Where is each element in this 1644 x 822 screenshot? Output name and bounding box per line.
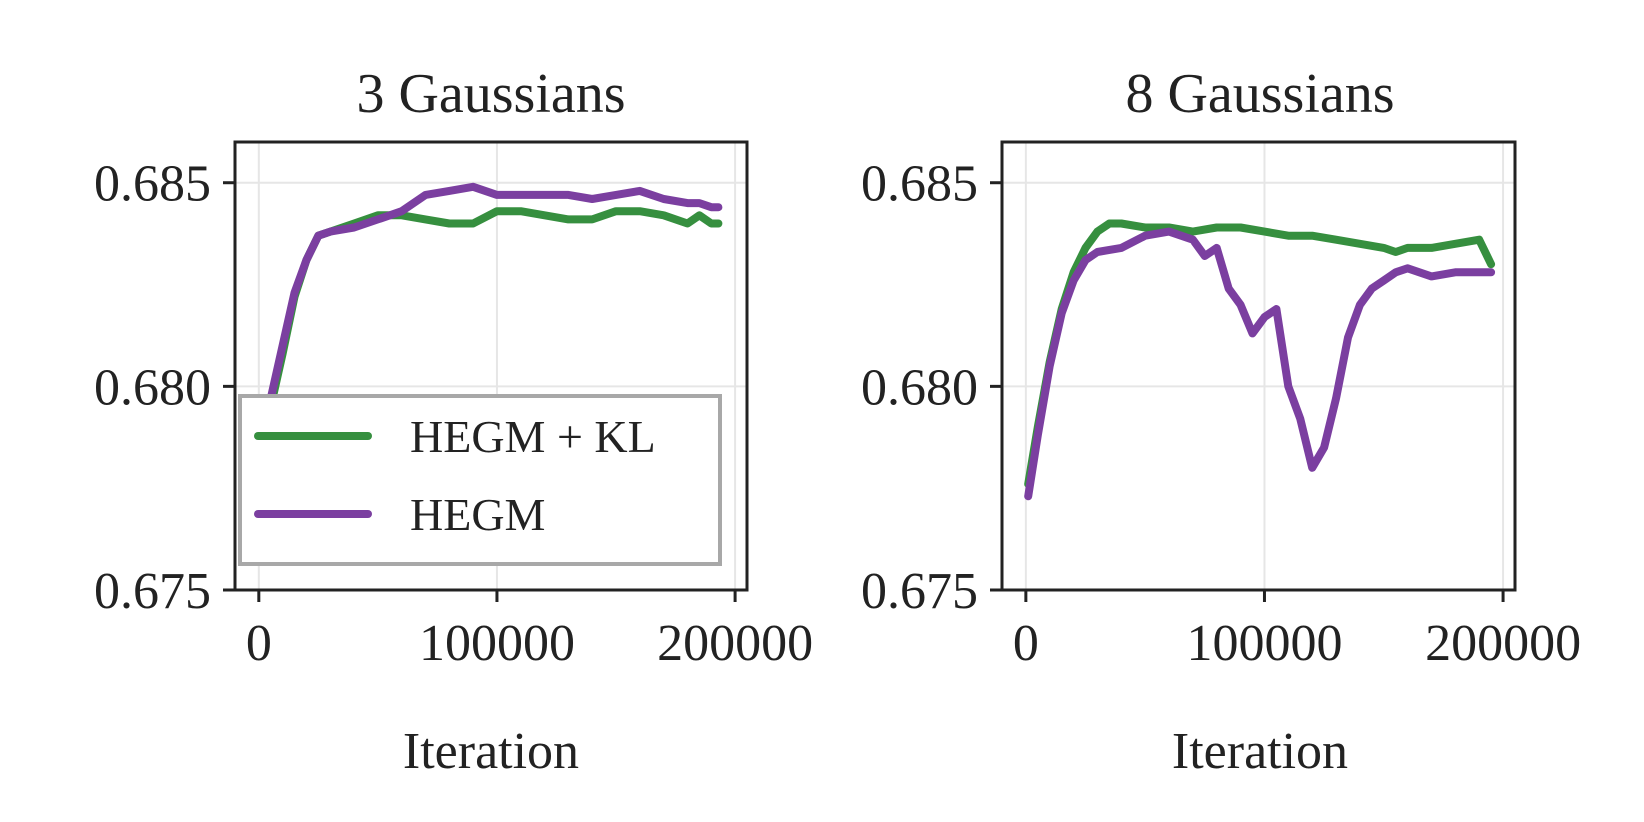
ticks: 0 100000 200000 0.675 0.680 0.685 xyxy=(94,156,813,672)
legend-box xyxy=(238,394,722,566)
y-tick-label: 0.675 xyxy=(861,563,978,620)
panel-3-gaussians: 3 Gaussians 0 100000 200000 0.675 0.680 0.685… xyxy=(94,63,813,780)
plot-frame xyxy=(233,140,749,592)
y-tick-label: 0.680 xyxy=(94,359,211,416)
x-tick-label: 200000 xyxy=(1425,615,1581,672)
series-line-hegm-kl xyxy=(1024,219,1496,489)
panel-8-gaussians: 8 Gaussians 0 100000 200000 0.675 0.680 0.685… xyxy=(861,63,1581,780)
panel-title: 3 Gaussians xyxy=(356,63,625,125)
x-axis-label: Iteration xyxy=(1172,723,1348,780)
y-tick-label: 0.685 xyxy=(94,156,211,213)
x-tick-label: 200000 xyxy=(657,615,813,672)
legend-label-hegm: HEGM xyxy=(410,489,545,540)
x-tick-label: 0 xyxy=(1013,615,1039,672)
series-line-hegm xyxy=(254,182,723,480)
x-tick-label: 100000 xyxy=(1186,615,1342,672)
ticks: 0 100000 200000 0.675 0.680 0.685 xyxy=(861,156,1581,672)
series-group xyxy=(1024,219,1496,501)
series-line-hegm xyxy=(1024,227,1496,501)
x-tick-label: 100000 xyxy=(419,615,575,672)
panel-title: 8 Gaussians xyxy=(1125,63,1394,125)
y-tick-label: 0.675 xyxy=(94,563,211,620)
legend-label-hegm-kl: HEGM + KL xyxy=(410,411,656,462)
y-tick-label: 0.685 xyxy=(861,156,978,213)
grid xyxy=(1002,142,1515,591)
series-group xyxy=(254,182,723,513)
y-tick-label: 0.680 xyxy=(861,359,978,416)
legend: HEGM + KL HEGM xyxy=(238,394,722,566)
plot-frame xyxy=(1000,140,1517,592)
x-axis-label: Iteration xyxy=(403,723,579,780)
x-tick-label: 0 xyxy=(246,615,272,672)
